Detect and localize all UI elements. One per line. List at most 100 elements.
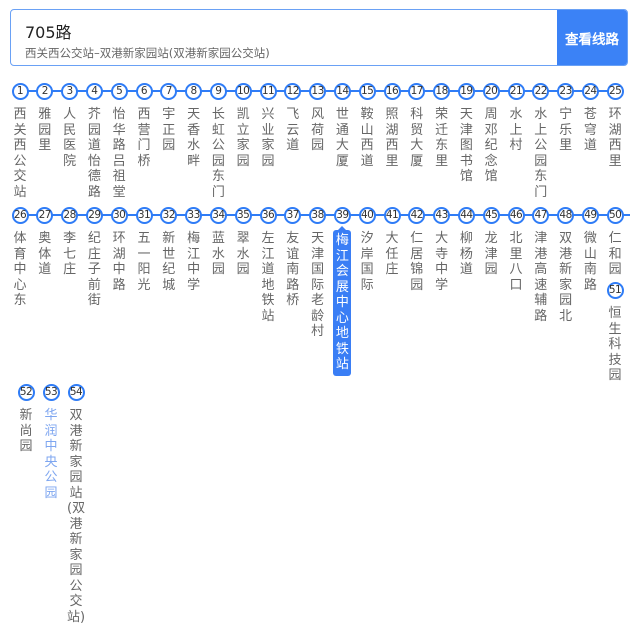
view-route-button[interactable]: 查看线路	[557, 10, 627, 65]
station-name[interactable]: 微山南路	[583, 231, 597, 293]
station-name[interactable]: 仁居锦园	[410, 231, 424, 293]
station-number-badge[interactable]: 3	[61, 82, 79, 100]
station-name[interactable]: 凯立家园	[236, 107, 250, 169]
station-name[interactable]: 风荷园	[311, 107, 325, 153]
station-number-badge[interactable]: 50	[606, 206, 624, 224]
station-number-badge[interactable]: 51	[606, 281, 624, 299]
station-number-badge[interactable]: 36	[259, 206, 277, 224]
station-number-badge[interactable]: 42	[408, 206, 426, 224]
station-name[interactable]: 五一阳光	[137, 231, 151, 293]
station-name[interactable]: 西营门桥	[137, 107, 151, 169]
station-number-badge[interactable]: 16	[383, 82, 401, 100]
station-name[interactable]: 天香水畔	[187, 107, 201, 169]
station-name[interactable]: 飞云道	[286, 107, 300, 153]
station-name[interactable]: 世通大厦	[335, 107, 349, 169]
station-name[interactable]: 怡华路吕祖堂	[112, 107, 126, 200]
station-name[interactable]: 水上公园东门	[534, 107, 548, 200]
station-name[interactable]: 汐岸国际	[360, 231, 374, 293]
station-number-badge[interactable]: 22	[532, 82, 550, 100]
station-name[interactable]: 水上村	[509, 107, 523, 153]
station-number-badge[interactable]: 35	[234, 206, 252, 224]
station-number-badge[interactable]: 40	[358, 206, 376, 224]
station-number-badge[interactable]: 1	[11, 82, 29, 100]
station-number-badge[interactable]: 53	[42, 383, 60, 401]
station-name[interactable]: 长虹公园东门	[211, 107, 225, 200]
station-number-badge[interactable]: 14	[333, 82, 351, 100]
station-name[interactable]: 荣迁东里	[435, 107, 449, 169]
station-number-badge[interactable]: 9	[209, 82, 227, 100]
station-number-badge[interactable]: 20	[482, 82, 500, 100]
station-name[interactable]: 环湖西里	[608, 107, 622, 169]
station-number-badge[interactable]: 2	[36, 82, 54, 100]
station-number-badge[interactable]: 7	[160, 82, 178, 100]
station-name[interactable]: 双港新家园站(双港新家园公交站)	[67, 408, 86, 625]
station-name[interactable]: 柳杨道	[459, 231, 473, 277]
station-number-badge[interactable]: 28	[61, 206, 79, 224]
station-number-badge[interactable]: 38	[309, 206, 327, 224]
station-number-badge[interactable]: 10	[234, 82, 252, 100]
station-name[interactable]: 龙津园	[484, 231, 498, 277]
station-number-badge[interactable]: 54	[67, 383, 85, 401]
station-name[interactable]: 左江道地铁站	[261, 231, 275, 324]
station-name[interactable]: 宇正园	[162, 107, 176, 153]
station-name[interactable]: 科贸大厦	[410, 107, 424, 169]
station-name[interactable]: 李七庄	[63, 231, 77, 277]
station-number-badge[interactable]: 49	[581, 206, 599, 224]
station-number-badge[interactable]: 21	[507, 82, 525, 100]
station-number-badge[interactable]: 27	[36, 206, 54, 224]
station-name[interactable]: 仁和园	[608, 231, 622, 277]
station-number-badge[interactable]: 13	[309, 82, 327, 100]
station-number-badge[interactable]: 4	[85, 82, 103, 100]
station-name[interactable]: 双港新家园北	[559, 231, 573, 324]
station-name[interactable]: 鞍山西道	[360, 107, 374, 169]
station-number-badge[interactable]: 15	[358, 82, 376, 100]
station-name[interactable]: 环湖中路	[112, 231, 126, 293]
station-number-badge[interactable]: 39	[333, 206, 351, 224]
station-number-badge[interactable]: 5	[110, 82, 128, 100]
station-number-badge[interactable]: 8	[185, 82, 203, 100]
station-name[interactable]: 恒生科技园	[608, 306, 622, 383]
station-name[interactable]: 照湖西里	[385, 107, 399, 169]
station-name[interactable]: 体育中心东	[13, 231, 27, 308]
station-number-badge[interactable]: 37	[284, 206, 302, 224]
station-name[interactable]: 新尚园	[19, 408, 33, 454]
station-name[interactable]: 大寺中学	[435, 231, 449, 293]
station-number-badge[interactable]: 30	[110, 206, 128, 224]
station-name[interactable]: 蓝水园	[211, 231, 225, 277]
station-number-badge[interactable]: 12	[284, 82, 302, 100]
station-number-badge[interactable]: 17	[408, 82, 426, 100]
station-name[interactable]: 西关西公交站	[13, 107, 27, 200]
station-name[interactable]: 纪庄子前街	[87, 231, 101, 308]
station-name[interactable]: 津港高速辅路	[534, 231, 548, 324]
station-name[interactable]: 人民医院	[63, 107, 77, 169]
station-number-badge[interactable]: 29	[85, 206, 103, 224]
station-name[interactable]: 大任庄	[385, 231, 399, 277]
station-name[interactable]: 苍穹道	[583, 107, 597, 153]
current-station-name[interactable]: 梅江会展中心地铁站	[333, 226, 352, 376]
station-number-badge[interactable]: 46	[507, 206, 525, 224]
station-number-badge[interactable]: 43	[433, 206, 451, 224]
station-number-badge[interactable]: 33	[185, 206, 203, 224]
station-name[interactable]: 梅江中学	[187, 231, 201, 293]
station-name[interactable]: 天津国际老龄村	[311, 231, 325, 339]
station-name[interactable]: 天津图书馆	[459, 107, 473, 184]
station-number-badge[interactable]: 52	[17, 383, 35, 401]
station-number-badge[interactable]: 34	[209, 206, 227, 224]
station-number-badge[interactable]: 45	[482, 206, 500, 224]
station-name[interactable]: 北里八口	[509, 231, 523, 293]
station-number-badge[interactable]: 41	[383, 206, 401, 224]
station-name[interactable]: 宁乐里	[559, 107, 573, 153]
station-name[interactable]: 雅园里	[38, 107, 52, 153]
station-number-badge[interactable]: 26	[11, 206, 29, 224]
station-name[interactable]: 新世纪城	[162, 231, 176, 293]
station-name[interactable]: 芥园道怡德路	[87, 107, 101, 200]
station-number-badge[interactable]: 24	[581, 82, 599, 100]
station-number-badge[interactable]: 32	[160, 206, 178, 224]
station-number-badge[interactable]: 25	[606, 82, 624, 100]
station-number-badge[interactable]: 11	[259, 82, 277, 100]
station-number-badge[interactable]: 18	[433, 82, 451, 100]
station-number-badge[interactable]: 6	[135, 82, 153, 100]
station-name[interactable]: 奥体道	[38, 231, 52, 277]
station-number-badge[interactable]: 19	[457, 82, 475, 100]
station-number-badge[interactable]: 47	[532, 206, 550, 224]
